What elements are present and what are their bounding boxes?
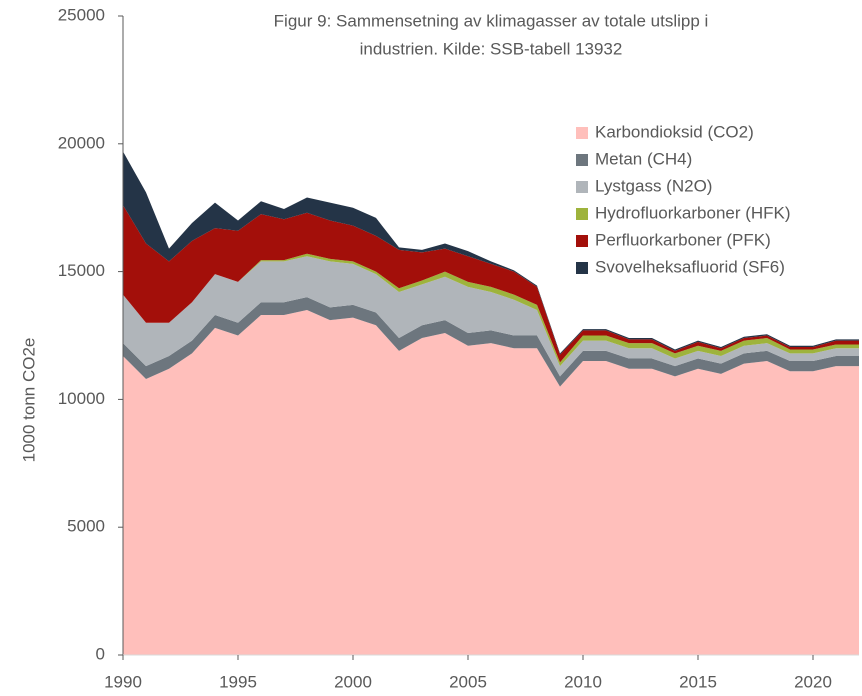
x-tick-label: 1990	[104, 672, 142, 691]
y-tick-label: 5000	[67, 517, 105, 536]
area	[123, 297, 859, 387]
area	[123, 205, 859, 363]
legend-swatch	[576, 235, 588, 247]
legend-swatch	[576, 127, 588, 139]
x-tick-label: 2010	[564, 672, 602, 691]
legend-label: Lystgass (N2O)	[595, 176, 712, 195]
area	[123, 256, 859, 377]
chart-title: industrien. Kilde: SSB-tabell 13932	[360, 39, 623, 58]
area	[123, 309, 859, 655]
y-tick-label: 0	[96, 644, 105, 663]
x-tick-label: 2000	[334, 672, 372, 691]
x-tick-label: 2015	[679, 672, 717, 691]
legend-swatch	[576, 208, 588, 220]
legend-label: Metan (CH4)	[595, 149, 692, 168]
legend-label: Perfluorkarboner (PFK)	[595, 230, 771, 249]
y-tick-label: 20000	[58, 133, 105, 152]
chart-title: Figur 9: Sammensetning av klimagasser av…	[274, 11, 709, 30]
x-tick-label: 2020	[794, 672, 832, 691]
x-tick-label: 1995	[219, 672, 257, 691]
y-tick-label: 10000	[58, 389, 105, 408]
y-tick-label: 15000	[58, 261, 105, 280]
legend-swatch	[576, 262, 588, 274]
legend-label: Karbondioksid (CO2)	[595, 122, 754, 141]
legend-label: Hydrofluorkarboner (HFK)	[595, 203, 791, 222]
legend-label: Svovelheksafluorid (SF6)	[595, 257, 785, 276]
legend-swatch	[576, 181, 588, 193]
x-tick-label: 2005	[449, 672, 487, 691]
area	[123, 151, 859, 355]
y-tick-label: 25000	[58, 5, 105, 24]
y-axis-label: 1000 tonn CO2e	[19, 338, 38, 463]
legend-swatch	[576, 154, 588, 166]
